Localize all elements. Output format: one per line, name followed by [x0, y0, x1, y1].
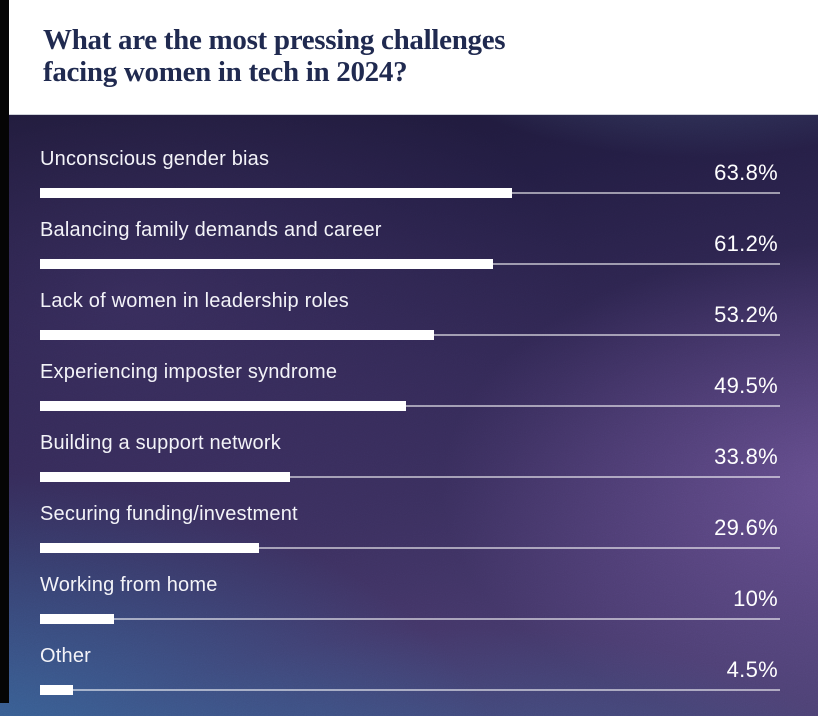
value-label: 10%	[733, 586, 778, 611]
bar	[40, 330, 780, 340]
bar-row: Balancing family demands and career 61.2…	[40, 206, 780, 277]
bar	[40, 685, 780, 695]
page-title: What are the most pressing challenges fac…	[43, 24, 798, 88]
bar-fill	[40, 614, 114, 624]
bar-fill	[40, 330, 434, 340]
title-line-1: What are the most pressing challenges	[43, 24, 506, 56]
bar-track	[40, 689, 780, 691]
value-label: 29.6%	[714, 515, 778, 540]
bar-track	[40, 405, 780, 407]
value-label: 61.2%	[714, 231, 778, 256]
category-label: Other	[40, 645, 92, 667]
left-black-frame	[0, 0, 9, 703]
value-label: 4.5%	[726, 657, 778, 682]
bar-track	[40, 476, 780, 478]
value-label: 33.8%	[714, 444, 778, 469]
bar-rows: Unconscious gender bias 63.8% Balancing …	[40, 135, 780, 703]
bar-fill	[40, 472, 291, 482]
bar	[40, 401, 780, 411]
bar-fill	[40, 685, 74, 695]
bar	[40, 614, 780, 624]
bar	[40, 543, 780, 553]
bar-row: Working from home 10%	[40, 561, 780, 632]
category-label: Building a support network	[40, 432, 281, 454]
bar-fill	[40, 543, 260, 553]
bar-fill	[40, 259, 493, 269]
bar-track	[40, 618, 780, 620]
bar-row: Unconscious gender bias 63.8%	[40, 135, 780, 206]
category-label: Experiencing imposter syndrome	[40, 361, 338, 383]
bar-row: Other 4.5%	[40, 632, 780, 703]
bar-row: Building a support network 33.8%	[40, 419, 780, 490]
category-label: Unconscious gender bias	[40, 148, 270, 170]
bar-fill	[40, 401, 407, 411]
bar-row: Experiencing imposter syndrome 49.5%	[40, 348, 780, 419]
bar-row: Securing funding/investment 29.6%	[40, 490, 780, 561]
category-label: Lack of women in leadership roles	[40, 290, 349, 312]
title-card: What are the most pressing challenges fac…	[9, 0, 818, 115]
value-label: 49.5%	[714, 373, 778, 398]
category-label: Balancing family demands and career	[40, 219, 382, 241]
bar-track	[40, 547, 780, 549]
bar-chart: Unconscious gender bias 63.8% Balancing …	[9, 115, 818, 716]
title-line-2: facing women in tech in 2024?	[43, 56, 408, 88]
category-label: Working from home	[40, 574, 218, 596]
bar	[40, 472, 780, 482]
bar-fill	[40, 188, 513, 198]
category-label: Securing funding/investment	[40, 503, 298, 525]
bar-row: Lack of women in leadership roles 53.2%	[40, 277, 780, 348]
bar	[40, 188, 780, 198]
value-label: 53.2%	[714, 302, 778, 327]
value-label: 63.8%	[714, 160, 778, 185]
bar	[40, 259, 780, 269]
